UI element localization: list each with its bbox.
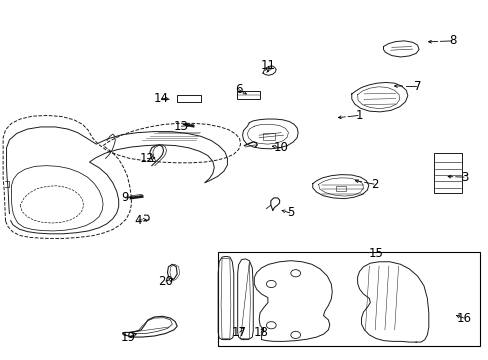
Text: 20: 20 bbox=[158, 275, 173, 288]
Bar bbox=[433, 153, 461, 193]
Text: 1: 1 bbox=[355, 109, 362, 122]
Text: 12: 12 bbox=[139, 152, 154, 165]
Bar bbox=[217, 252, 479, 346]
Text: 4: 4 bbox=[134, 214, 142, 227]
Text: 14: 14 bbox=[154, 92, 169, 105]
Text: 5: 5 bbox=[286, 207, 293, 220]
Text: 13: 13 bbox=[173, 120, 188, 133]
Text: 6: 6 bbox=[234, 83, 242, 96]
Text: 18: 18 bbox=[253, 326, 268, 339]
Text: 2: 2 bbox=[371, 178, 378, 191]
Bar bbox=[335, 186, 345, 192]
Text: 19: 19 bbox=[121, 330, 136, 343]
Text: 15: 15 bbox=[368, 247, 383, 260]
Text: 7: 7 bbox=[413, 80, 421, 93]
Text: 11: 11 bbox=[260, 59, 275, 72]
Text: 10: 10 bbox=[273, 141, 288, 154]
Text: 17: 17 bbox=[232, 326, 246, 339]
Bar bbox=[263, 134, 275, 140]
Text: 8: 8 bbox=[448, 34, 456, 48]
Bar bbox=[177, 95, 200, 102]
Text: 16: 16 bbox=[455, 311, 470, 325]
Text: 9: 9 bbox=[121, 192, 128, 204]
Text: 3: 3 bbox=[460, 171, 468, 184]
